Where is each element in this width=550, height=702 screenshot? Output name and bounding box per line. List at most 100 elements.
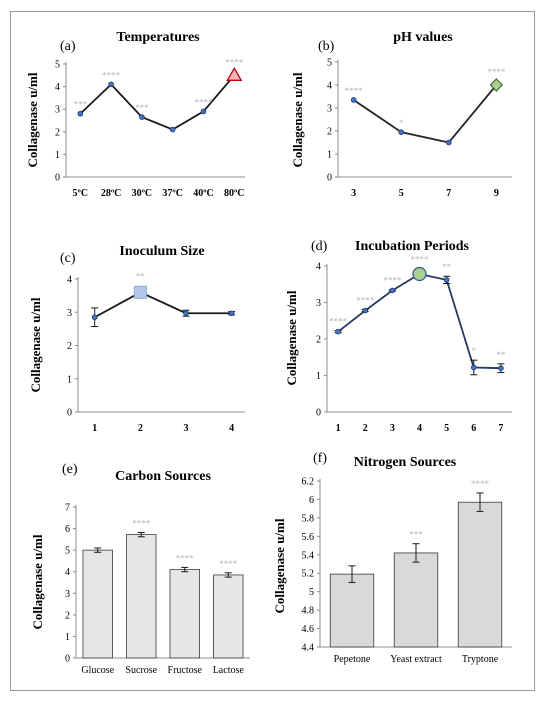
chart-title: Nitrogen Sources xyxy=(354,455,457,470)
significance-marker: **** xyxy=(411,255,430,265)
y-tick-label: 4 xyxy=(67,275,72,286)
data-point xyxy=(363,308,368,313)
y-tick-label: 4 xyxy=(316,262,321,273)
y-tick-label: 3 xyxy=(67,308,72,319)
bar xyxy=(458,502,502,647)
y-tick-label: 5 xyxy=(309,587,314,598)
x-tick-label: 4 xyxy=(417,423,422,434)
panel-letter: (b) xyxy=(318,39,335,54)
significance-marker: **** xyxy=(102,70,121,80)
bar xyxy=(330,574,374,647)
highlight-point xyxy=(413,268,426,281)
x-tick-label: 5 xyxy=(444,423,449,434)
y-tick-label: 5.8 xyxy=(302,513,315,524)
data-point xyxy=(170,127,175,132)
y-tick-label: 3 xyxy=(327,104,332,115)
y-tick-label: 7 xyxy=(65,503,70,514)
y-axis-label: Collagenase u/ml xyxy=(28,297,43,392)
x-tick-label: Tryptone xyxy=(462,654,499,665)
significance-marker: * xyxy=(399,118,404,128)
data-point xyxy=(184,311,189,316)
y-axis-label: Collagenase u/ml xyxy=(284,290,299,385)
y-tick-label: 5.4 xyxy=(302,550,315,561)
y-tick-label: 2 xyxy=(67,341,72,352)
chart-panel-1: (a) Temperatures Collagenase u/ml 0 1 2 3 4 5 ***… xyxy=(25,30,245,199)
panel-letter: (f) xyxy=(313,451,327,466)
data-point xyxy=(351,98,356,103)
x-tick-label: Sucrose xyxy=(125,665,157,676)
significance-marker: **** xyxy=(132,518,151,528)
y-tick-label: 2 xyxy=(65,610,70,621)
x-tick-label: 5 xyxy=(399,188,404,199)
y-tick-label: 6 xyxy=(309,495,314,506)
y-tick-label: 0 xyxy=(327,173,332,184)
y-axis-label: Collagenase u/ml xyxy=(272,518,287,613)
y-tick-label: 3 xyxy=(65,589,70,600)
panel-letter: (d) xyxy=(311,239,328,254)
significance-marker: ** xyxy=(136,272,146,282)
data-point xyxy=(139,115,144,120)
data-point xyxy=(471,365,476,370)
significance-marker: **** xyxy=(345,86,364,96)
x-tick-label: 40ºC xyxy=(193,188,214,199)
y-tick-label: 3 xyxy=(55,105,60,116)
series-line xyxy=(338,274,501,368)
x-tick-label: 28ºC xyxy=(101,188,122,199)
significance-marker: *** xyxy=(135,103,149,113)
y-tick-label: 1 xyxy=(55,150,60,161)
chart-panel-2: (b)pH valuesCollagenase u/ml012345******… xyxy=(290,30,512,199)
data-point xyxy=(109,82,114,87)
y-tick-label: 2 xyxy=(55,127,60,138)
x-tick-label: 7 xyxy=(446,188,451,199)
y-tick-label: 4 xyxy=(327,81,332,92)
x-tick-label: 30ºC xyxy=(132,188,153,199)
y-axis-label: Collagenase u/ml xyxy=(290,72,305,167)
x-tick-label: 1 xyxy=(336,423,341,434)
x-tick-label: 2 xyxy=(138,423,143,434)
series-line xyxy=(95,292,232,317)
x-tick-label: 3 xyxy=(390,423,395,434)
highlight-point xyxy=(227,68,241,80)
data-point xyxy=(201,109,206,114)
significance-marker: ** xyxy=(442,262,452,272)
x-tick-label: 9 xyxy=(494,188,499,199)
chart-title: Temperatures xyxy=(116,30,200,45)
panel-letter: (a) xyxy=(60,39,76,54)
y-tick-label: 5 xyxy=(65,546,70,557)
x-tick-label: 3 xyxy=(183,423,188,434)
y-axis-label: Collagenase u/ml xyxy=(25,72,40,167)
data-point xyxy=(499,366,504,371)
significance-marker: **** xyxy=(329,317,348,327)
data-point xyxy=(444,277,449,282)
y-tick-label: 4.6 xyxy=(302,624,315,635)
x-tick-label: 37ºC xyxy=(162,188,183,199)
x-tick-label: 1 xyxy=(92,423,97,434)
y-tick-label: 1 xyxy=(67,374,72,385)
chart-panel-4: (d) Incubation Periods Collagenase u/ml 0 1 2… xyxy=(284,239,512,434)
y-tick-label: 0 xyxy=(67,408,72,419)
y-tick-label: 5 xyxy=(55,60,60,71)
y-tick-label: 4 xyxy=(55,82,60,93)
panel-letter: (e) xyxy=(62,462,78,477)
bar xyxy=(83,550,113,658)
panel-letter: (c) xyxy=(60,251,76,266)
data-point xyxy=(78,111,83,116)
significance-marker: *** xyxy=(74,100,88,110)
x-tick-label: Pepetone xyxy=(334,654,371,665)
x-tick-label: Fructose xyxy=(168,665,203,676)
significance-marker: **** xyxy=(471,479,490,489)
significance-marker: * xyxy=(472,346,477,356)
y-tick-label: 1 xyxy=(65,632,70,643)
y-tick-label: 4 xyxy=(65,567,70,578)
significance-marker: **** xyxy=(383,276,402,286)
y-tick-label: 6 xyxy=(65,524,70,535)
data-point xyxy=(446,140,451,145)
x-tick-label: 6 xyxy=(471,423,476,434)
x-tick-label: 5ºC xyxy=(73,188,89,199)
y-tick-label: 1 xyxy=(316,371,321,382)
significance-marker: **** xyxy=(487,67,506,77)
data-point xyxy=(336,329,341,334)
significance-marker: **** xyxy=(219,559,238,569)
x-tick-label: 80ºC xyxy=(224,188,245,199)
